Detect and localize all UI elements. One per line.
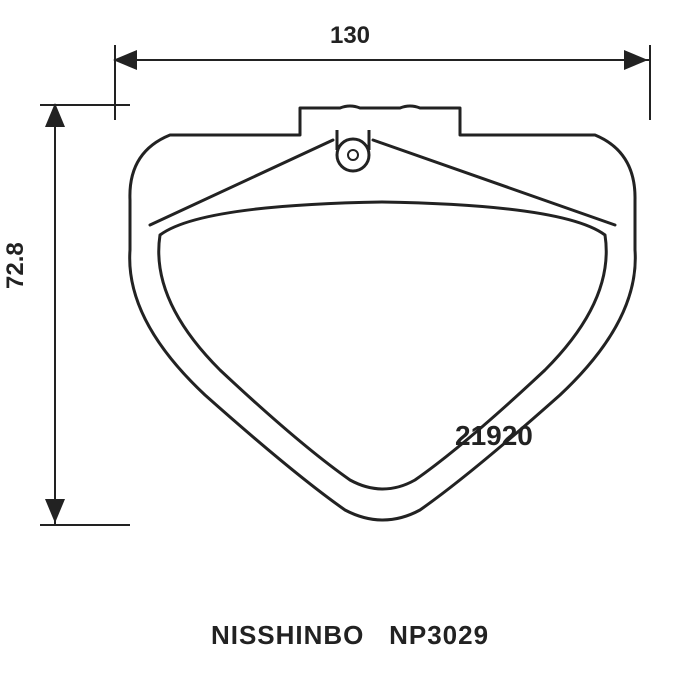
part-number: 21920 (455, 420, 533, 452)
dim-width-value: 130 (330, 22, 370, 49)
footer: NISSHINBO NP3029 (0, 620, 700, 651)
mount-hole-inner (348, 150, 358, 160)
wear-indicator-clip (150, 140, 615, 225)
dim-height-value: 72.8 (2, 242, 29, 289)
pad-outline (130, 106, 636, 520)
footer-code: NP3029 (389, 620, 489, 650)
technical-drawing: 130 72.8 21920 NISSHINBO NP3029 (0, 0, 700, 700)
dim-width-label: 130 (320, 22, 380, 50)
mount-hole-outer (337, 139, 369, 171)
drawing-svg (0, 0, 700, 700)
dim-height-label: 72.8 (2, 236, 30, 295)
part-number-value: 21920 (455, 420, 533, 451)
pad-inner-outline (159, 202, 607, 489)
footer-brand: NISSHINBO (211, 620, 364, 650)
